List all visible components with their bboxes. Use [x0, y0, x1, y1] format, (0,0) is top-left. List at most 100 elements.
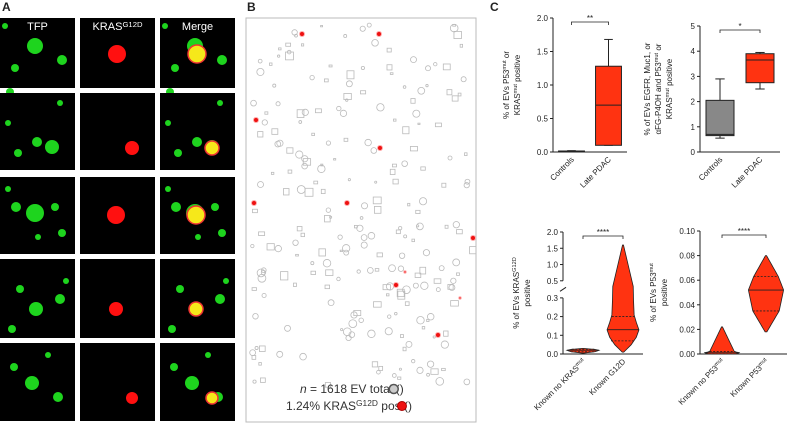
- green-spot: [25, 376, 39, 390]
- y-tick-label: 2: [691, 98, 696, 107]
- red-spot: [109, 302, 123, 316]
- y-tick-label: 5: [691, 22, 696, 31]
- ev-outline: [315, 108, 322, 114]
- ev-outline: [450, 277, 457, 284]
- ev-outline: [360, 90, 367, 95]
- ev-outline: [404, 301, 410, 306]
- ev-outline: [254, 346, 259, 350]
- ev-outline: [374, 268, 380, 272]
- ev-outline: [367, 232, 376, 240]
- ev-outline: [417, 86, 426, 95]
- ev-outline: [324, 382, 331, 388]
- legend-total: n = 1618 EV total (): [300, 382, 404, 396]
- ev-outline: [346, 70, 355, 80]
- green-spot: [195, 234, 201, 240]
- green-spot: [223, 278, 229, 284]
- y-axis-label-part: or: [654, 43, 663, 53]
- ev-outline: [310, 270, 316, 275]
- ev-outline: [367, 329, 376, 338]
- y-axis-label-part: mut: [502, 60, 508, 70]
- ev-outline: [301, 108, 309, 116]
- y-tick-label: 0.0: [537, 148, 549, 157]
- violin: [748, 255, 784, 333]
- y-axis-label-part: or: [502, 51, 511, 61]
- ev-outline: [295, 253, 299, 257]
- ev-outline: [447, 155, 453, 161]
- x-tick-label: Known no KRASmut: [532, 357, 587, 412]
- micrograph: [80, 259, 155, 338]
- ev-outline: [252, 208, 258, 214]
- column-title-part: G12D: [122, 20, 143, 29]
- ev-outline: [448, 284, 456, 291]
- green-spot: [185, 376, 199, 390]
- ev-outline: [442, 63, 451, 71]
- ev-outline: [257, 131, 264, 138]
- x-tick-label-part: Late PDAC: [578, 155, 613, 190]
- ev-outline: [421, 326, 426, 330]
- ev-outline: [426, 360, 435, 368]
- panel-label: B: [247, 0, 256, 14]
- ev-outline: [275, 101, 281, 107]
- ev-outline: [411, 359, 416, 364]
- ev-outline: [371, 39, 379, 47]
- ev-outline: [402, 285, 411, 294]
- ev-outline: [373, 301, 382, 308]
- y-axis-label: % of EVs P53mut: [649, 263, 658, 322]
- merge-spot: [186, 205, 206, 225]
- green-spot: [63, 278, 69, 284]
- x-tick-label: Controls: [548, 155, 575, 182]
- y-tick-label: 0.2: [547, 313, 559, 322]
- x-tick-label-part: mut: [713, 357, 724, 368]
- green-spot: [217, 100, 223, 106]
- ev-outline: [354, 224, 358, 229]
- ev-outline: [444, 224, 449, 229]
- ev-outline: [339, 109, 348, 117]
- ev-outline: [296, 226, 303, 232]
- ev-outline: [342, 244, 351, 253]
- y-axis-label-part: mut: [654, 52, 660, 62]
- y-axis-label-part: positive: [660, 278, 669, 306]
- panel-label: C: [490, 0, 499, 14]
- ev-outline: [434, 122, 442, 128]
- ev-outline: [292, 239, 299, 246]
- y-axis-label-part: αFG-P4OH and P53: [654, 62, 663, 135]
- ev-outline: [410, 98, 416, 104]
- x-tick-label-part: Known no P53: [677, 363, 721, 407]
- green-spot: [162, 23, 168, 29]
- x-tick-label: Controls: [697, 155, 724, 182]
- x-tick-label-part: mut: [574, 357, 585, 368]
- ev-outline: [271, 128, 279, 135]
- ev-outline: [313, 180, 319, 185]
- ev-outline: [333, 158, 337, 161]
- ev-outline: [343, 137, 349, 142]
- ev-outline: [325, 140, 332, 146]
- x-tick-label: Known G12D: [587, 357, 627, 397]
- ev-outline: [412, 282, 419, 289]
- ev-outline: [284, 324, 291, 332]
- ev-outline: [287, 169, 293, 174]
- green-spot: [11, 202, 21, 212]
- green-spot: [14, 149, 22, 157]
- ev-outline: [426, 372, 430, 377]
- ev-outline: [392, 178, 399, 185]
- ev-outline: [270, 171, 275, 175]
- positive-ev: [299, 31, 305, 37]
- red-spot: [125, 141, 139, 155]
- ev-outline: [416, 316, 425, 325]
- ev-outline: [325, 207, 332, 213]
- y-axis-label-part: mut: [665, 88, 671, 98]
- ev-outline: [356, 269, 361, 274]
- positive-ev: [376, 31, 382, 37]
- ev-outline: [435, 377, 445, 386]
- y-tick-label: 4: [691, 47, 696, 56]
- y-tick-label: 2.0: [547, 228, 559, 237]
- ev-outline: [277, 54, 281, 58]
- ev-outline: [320, 163, 324, 167]
- ev-outline: [371, 361, 379, 368]
- green-spot: [26, 204, 44, 222]
- y-tick-label: 0.06: [679, 276, 695, 285]
- ev-outline: [260, 267, 267, 274]
- y-axis-label-part: mut: [513, 84, 519, 94]
- legend-text: 1.24% KRAS: [286, 399, 356, 413]
